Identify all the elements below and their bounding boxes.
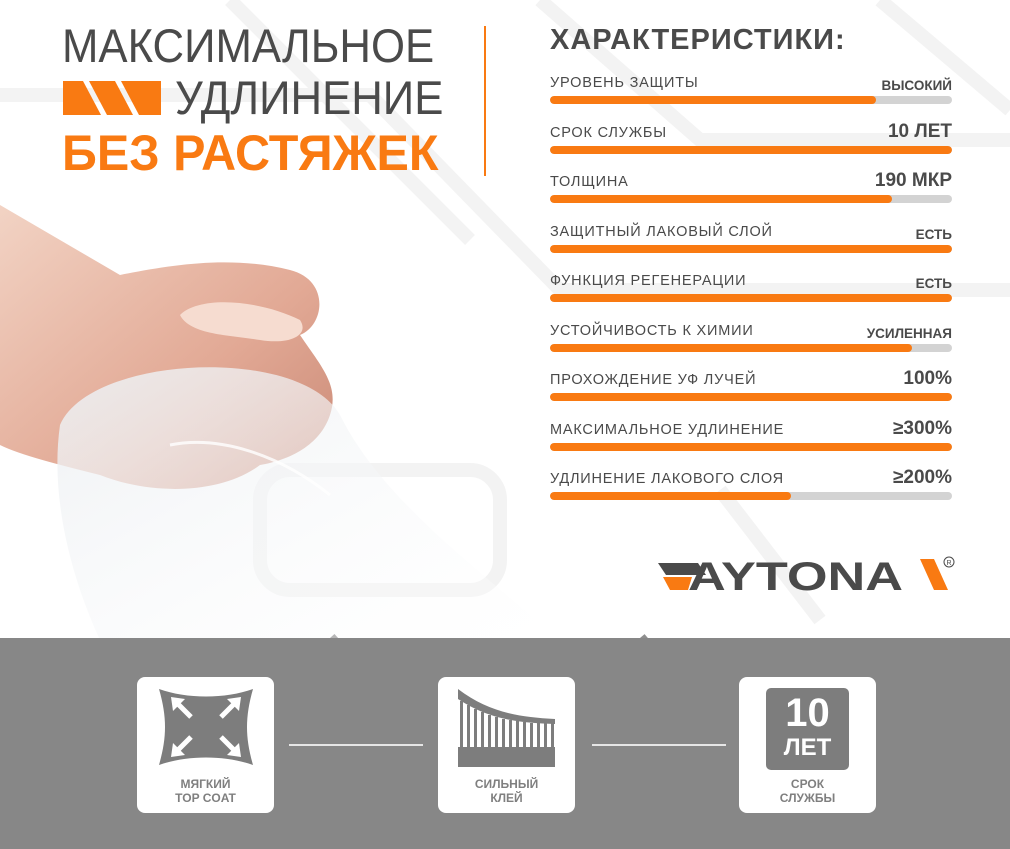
- adhesive-strands-icon: [458, 689, 555, 767]
- spec-level-fill: [550, 146, 952, 154]
- spec-label: УСТОЙЧИВОСТЬ К ХИМИИ: [550, 323, 754, 339]
- spec-row: УДЛИНЕНИЕ ЛАКОВОГО СЛОЯ ≥200%: [550, 467, 952, 511]
- spec-value: ВЫСОКИЙ: [881, 78, 952, 93]
- spec-label: МАКСИМАЛЬНОЕ УДЛИНЕНИЕ: [550, 422, 785, 438]
- years-badge-icon: 10 ЛЕТ: [766, 688, 849, 770]
- spec-row: МАКСИМАЛЬНОЕ УДЛИНЕНИЕ ≥300%: [550, 418, 952, 462]
- spec-level-bar: [550, 344, 952, 352]
- spec-level-bar: [550, 245, 952, 253]
- spec-level-fill: [550, 245, 952, 253]
- spec-label: ТОЛЩИНА: [550, 174, 629, 190]
- stretch-arrows-icon: [159, 689, 253, 765]
- spec-level-fill: [550, 344, 912, 352]
- spec-row: УРОВЕНЬ ЗАЩИТЫ ВЫСОКИЙ: [550, 75, 952, 115]
- feature-caption-line: КЛЕЙ: [490, 791, 523, 805]
- feature-caption-line: СИЛЬНЫЙ: [474, 777, 539, 791]
- headline-line-2: УДЛИНЕНИЕ: [175, 71, 444, 124]
- connector-line: [289, 744, 423, 746]
- spec-label: УДЛИНЕНИЕ ЛАКОВОГО СЛОЯ: [550, 471, 784, 487]
- spec-label: УРОВЕНЬ ЗАЩИТЫ: [550, 75, 699, 91]
- feature-caption-line: TOP COAT: [175, 791, 236, 805]
- daytona-logo: AYTONA R: [658, 555, 955, 598]
- spec-value: УСИЛЕННАЯ: [866, 326, 952, 341]
- spec-level-bar: [550, 146, 952, 154]
- spec-label: ЗАЩИТНЫЙ ЛАКОВЫЙ СЛОЙ: [550, 224, 773, 240]
- spec-value: ЕСТЬ: [915, 227, 952, 242]
- headline-line-1: МАКСИМАЛЬНОЕ: [62, 19, 435, 72]
- spec-row: ПРОХОЖДЕНИЕ УФ ЛУЧЕЙ 100%: [550, 368, 952, 412]
- feature-caption: СРОК СЛУЖБЫ: [739, 777, 876, 805]
- feature-caption: СИЛЬНЫЙ КЛЕЙ: [438, 777, 575, 805]
- badge-number: 10: [785, 691, 830, 735]
- feature-caption-line: СРОК: [790, 777, 825, 791]
- spec-row: ЗАЩИТНЫЙ ЛАКОВЫЙ СЛОЙ ЕСТЬ: [550, 224, 952, 264]
- spec-row: СРОК СЛУЖБЫ 10 ЛЕТ: [550, 121, 952, 165]
- feature-card-strong-adhesive: СИЛЬНЫЙ КЛЕЙ: [438, 677, 575, 813]
- feature-caption-line: МЯГКИЙ: [180, 777, 231, 791]
- spec-row: УСТОЙЧИВОСТЬ К ХИМИИ УСИЛЕННАЯ: [550, 323, 952, 363]
- spec-level-bar: [550, 492, 952, 500]
- spec-level-fill: [550, 393, 952, 401]
- badge-unit: ЛЕТ: [783, 734, 832, 761]
- svg-text:AYTONA: AYTONA: [688, 555, 903, 598]
- spec-level-fill: [550, 96, 876, 104]
- spec-label: ФУНКЦИЯ РЕГЕНЕРАЦИИ: [550, 273, 747, 289]
- headline-line-3: БЕЗ РАСТЯЖЕК: [62, 125, 439, 181]
- spec-value: 190 МКР: [874, 170, 952, 191]
- spec-row: ФУНКЦИЯ РЕГЕНЕРАЦИИ ЕСТЬ: [550, 273, 952, 313]
- feature-caption: МЯГКИЙ TOP COAT: [137, 777, 274, 805]
- spec-level-fill: [550, 195, 892, 203]
- spec-level-fill: [550, 492, 792, 500]
- connector-line: [592, 744, 726, 746]
- stripe-mark-icon: [63, 81, 161, 115]
- spec-value: ≥200%: [892, 467, 952, 488]
- spec-row: ТОЛЩИНА 190 МКР: [550, 170, 952, 214]
- spec-level-fill: [550, 294, 952, 302]
- spec-label: ПРОХОЖДЕНИЕ УФ ЛУЧЕЙ: [550, 372, 757, 388]
- spec-level-bar: [550, 443, 952, 451]
- spec-label: СРОК СЛУЖБЫ: [550, 125, 667, 141]
- spec-value: 100%: [903, 368, 952, 389]
- spec-value: ≥300%: [892, 418, 952, 439]
- spec-level-bar: [550, 96, 952, 104]
- hand-stretching-film-image: [0, 205, 560, 640]
- feature-card-service-life: 10 ЛЕТ СРОК СЛУЖБЫ: [739, 677, 876, 813]
- spec-level-bar: [550, 195, 952, 203]
- feature-caption-line: СЛУЖБЫ: [779, 791, 836, 805]
- svg-text:R: R: [947, 560, 952, 567]
- spec-level-bar: [550, 294, 952, 302]
- spec-level-fill: [550, 443, 952, 451]
- spec-value: 10 ЛЕТ: [887, 121, 952, 142]
- spec-level-bar: [550, 393, 952, 401]
- header-divider: [484, 26, 486, 176]
- specs-title: ХАРАКТЕРИСТИКИ:: [550, 24, 846, 56]
- feature-card-soft-topcoat: МЯГКИЙ TOP COAT: [137, 677, 274, 813]
- spec-value: ЕСТЬ: [915, 276, 952, 291]
